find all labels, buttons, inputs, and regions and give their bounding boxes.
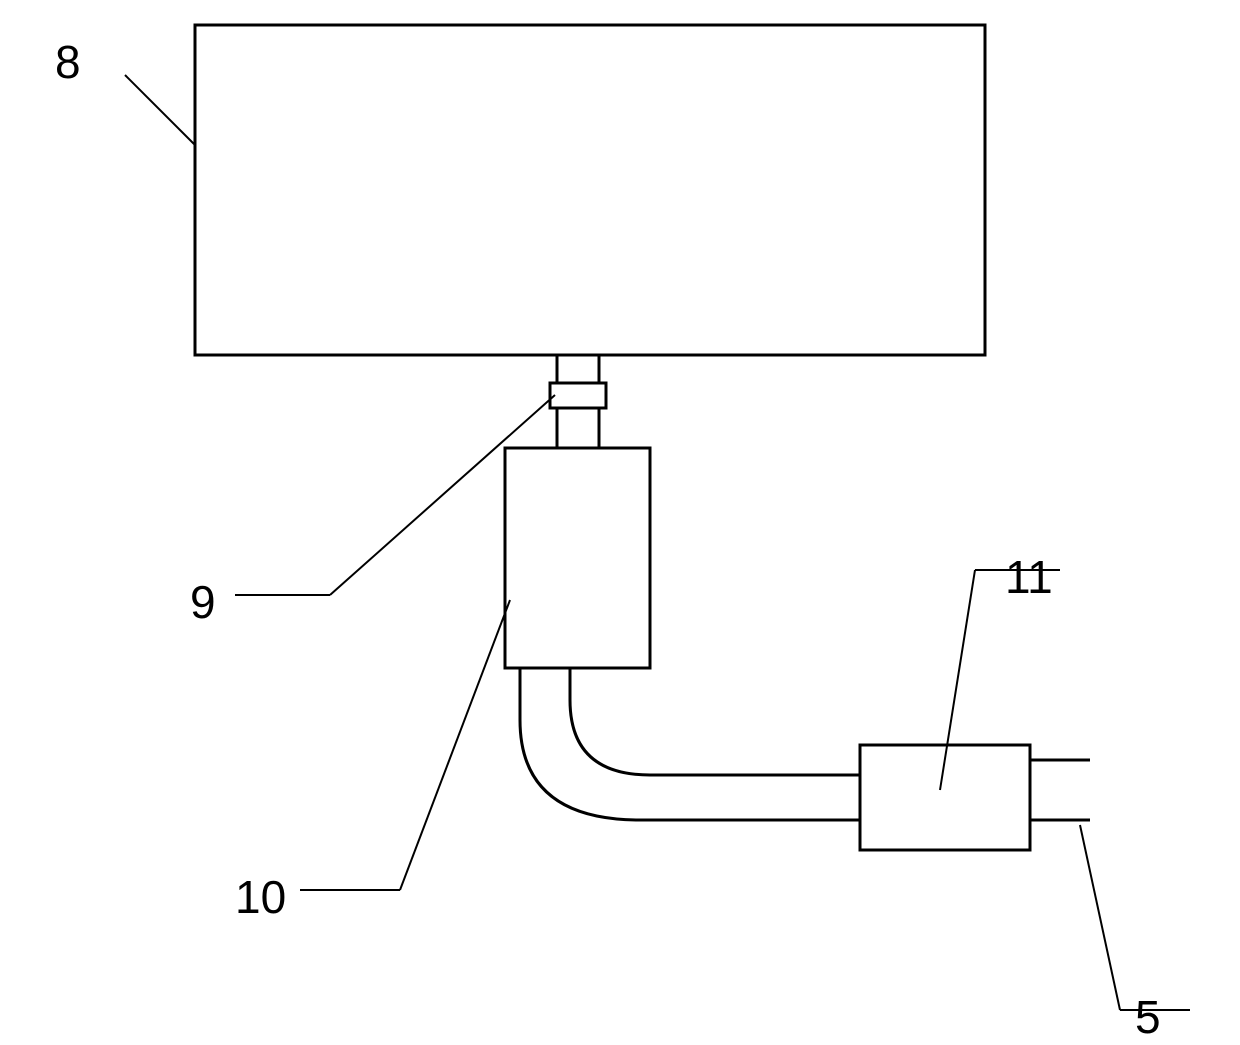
leader-8 bbox=[125, 75, 195, 145]
leader-11-d bbox=[940, 570, 975, 790]
label-5: 5 bbox=[1135, 990, 1161, 1044]
label-11: 11 bbox=[1005, 550, 1053, 604]
leader-5-d bbox=[1080, 825, 1120, 1010]
box-8 bbox=[195, 25, 985, 355]
label-9: 9 bbox=[190, 575, 216, 629]
leader-10-d bbox=[400, 600, 510, 890]
collar-9 bbox=[550, 383, 606, 408]
pipe-inner bbox=[570, 668, 860, 775]
diagram-canvas bbox=[0, 0, 1240, 1045]
box-10 bbox=[505, 448, 650, 668]
label-10: 10 bbox=[235, 870, 286, 924]
label-8: 8 bbox=[55, 35, 81, 89]
leader-9-d bbox=[330, 395, 555, 595]
